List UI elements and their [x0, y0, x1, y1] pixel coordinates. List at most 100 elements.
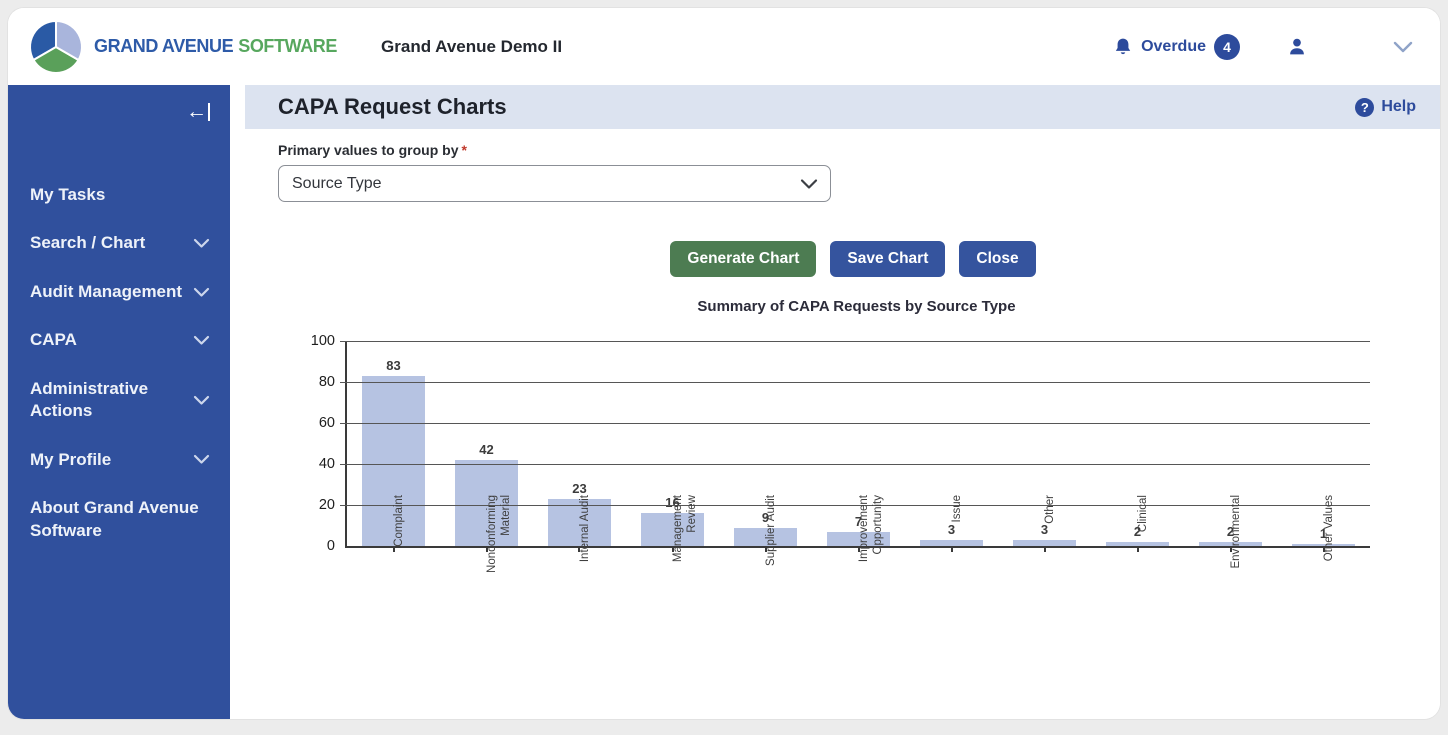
generate-chart-button[interactable]: Generate Chart: [670, 241, 817, 277]
window-collapse-button[interactable]: [1392, 40, 1414, 54]
y-tick-label: 100: [310, 333, 335, 349]
gridline: [340, 381, 1370, 383]
sidebar-item-capa[interactable]: CAPA: [30, 329, 210, 351]
x-tick: [764, 546, 767, 552]
bar-column: 1: [1277, 341, 1370, 546]
x-category-label: Other Values: [1322, 495, 1335, 562]
arrow-left-to-bar-icon: ←: [186, 100, 207, 123]
group-by-label: Primary values to group by *: [278, 142, 1440, 158]
sidebar-item-about-grand-avenue-software[interactable]: About Grand Avenue Software: [30, 497, 210, 542]
x-tick: [950, 546, 953, 552]
question-circle-icon: ?: [1355, 97, 1375, 117]
bar: [919, 539, 984, 546]
sidebar: ← My Tasks Search / Chart Audit Management…: [8, 85, 230, 719]
x-label-cell: Other: [996, 495, 1089, 686]
y-tick-label: 60: [318, 415, 335, 431]
bar-value-label: 7: [854, 513, 863, 529]
chevron-down-icon: [1393, 41, 1413, 52]
group-by-selected-value: Source Type: [292, 174, 382, 192]
x-label-cell: Clinical: [1089, 495, 1182, 686]
user-menu-button[interactable]: [1286, 36, 1308, 58]
bar-value-label: 1: [1319, 525, 1328, 541]
sidebar-item-administrative-actions[interactable]: Administrative Actions: [30, 378, 210, 423]
group-by-label-text: Primary values to group by: [278, 142, 459, 158]
save-chart-button[interactable]: Save Chart: [830, 241, 946, 277]
bar-column: 7: [812, 341, 905, 546]
bar: [547, 498, 612, 546]
chart-x-axis-labels: Complaint Nonconforming Material Internal …: [345, 495, 1368, 686]
x-category-label: Nonconforming Material: [485, 495, 512, 573]
bar: [1198, 541, 1263, 546]
y-tick-label: 0: [326, 538, 335, 554]
x-tick: [1043, 546, 1046, 552]
bar: [640, 513, 705, 546]
x-category-label: Internal Audit: [578, 495, 591, 563]
x-label-cell: Management Review: [624, 495, 717, 686]
y-tick-label: 80: [318, 374, 335, 390]
y-tick-label: 20: [318, 497, 335, 513]
x-category-label: Other: [1043, 495, 1056, 524]
page-content: Primary values to group by * Source Type …: [245, 129, 1440, 686]
chevron-down-icon: [193, 395, 210, 405]
bar-value-label: 3: [947, 521, 956, 537]
bar-column: 83: [347, 341, 440, 546]
bar-column: 3: [998, 341, 1091, 546]
user-icon: [1290, 38, 1304, 54]
bar: [454, 459, 519, 546]
x-category-label: Complaint: [392, 495, 405, 547]
x-tick: [1136, 546, 1139, 552]
sidebar-item-search-chart[interactable]: Search / Chart: [30, 232, 210, 254]
close-button[interactable]: Close: [959, 241, 1036, 277]
group-by-select[interactable]: Source Type: [278, 165, 831, 202]
help-button[interactable]: ? Help: [1355, 97, 1416, 117]
chart-bars: 83 42 23 16 9 7 3 3 2 2 1: [347, 341, 1370, 546]
page-header: CAPA Request Charts ? Help: [245, 85, 1440, 129]
sidebar-nav: My Tasks Search / Chart Audit Management CA…: [8, 184, 230, 542]
help-label: Help: [1381, 98, 1416, 115]
x-tick: [578, 546, 581, 552]
sidebar-collapse-button[interactable]: ←: [186, 101, 210, 122]
x-category-label: Environmental: [1229, 495, 1242, 569]
x-tick: [1322, 546, 1325, 552]
bar-value-label: 9: [761, 509, 770, 525]
required-marker: *: [461, 142, 467, 158]
chevron-down-icon: [193, 287, 210, 297]
gridline: [340, 340, 1370, 342]
x-category-label: Supplier Audit: [764, 495, 777, 566]
bar-chart: 83 42 23 16 9 7 3 3 2 2 1 0 20 40 60 80 100 Complaint No…: [280, 333, 1370, 686]
top-bar: GRAND AVENUE SOFTWARE Grand Avenue Demo …: [8, 8, 1440, 85]
overdue-notifications[interactable]: Overdue 4: [1113, 33, 1240, 60]
y-tick-label: 40: [318, 456, 335, 472]
page-title: CAPA Request Charts: [278, 94, 507, 119]
x-label-cell: Improvement Opportunity: [810, 495, 903, 686]
x-label-cell: Other Values: [1275, 495, 1368, 686]
bar: [361, 375, 426, 546]
x-label-cell: Issue: [903, 495, 996, 686]
x-tick: [1229, 546, 1232, 552]
bell-icon: [1115, 38, 1131, 54]
sidebar-item-audit-management[interactable]: Audit Management: [30, 281, 210, 303]
x-tick: [671, 546, 674, 552]
brand-primary: GRAND AVENUE: [94, 36, 234, 56]
app-window: GRAND AVENUE SOFTWARE Grand Avenue Demo …: [8, 8, 1440, 719]
chevron-down-icon: [193, 455, 210, 464]
overdue-count-badge: 4: [1214, 33, 1240, 60]
x-category-label: Management Review: [671, 495, 698, 563]
bar-column: 23: [533, 341, 626, 546]
x-label-cell: Internal Audit: [531, 495, 624, 686]
gridline: [340, 422, 1370, 424]
gridline: [340, 463, 1370, 465]
sidebar-item-label: Administrative Actions: [30, 378, 149, 421]
bar-value-label: 2: [1226, 523, 1235, 539]
bar: [1012, 539, 1077, 546]
bar-column: 16: [626, 341, 719, 546]
x-label-cell: Complaint: [345, 495, 438, 686]
brand-secondary: SOFTWARE: [238, 36, 338, 56]
sidebar-item-my-tasks[interactable]: My Tasks: [30, 184, 210, 206]
chart-title: Summary of CAPA Requests by Source Type: [697, 298, 1016, 315]
x-category-label: Clinical: [1136, 495, 1149, 533]
sidebar-item-my-profile[interactable]: My Profile: [30, 449, 210, 471]
chart-actions: Generate Chart Save Chart Close: [308, 241, 1398, 277]
x-tick: [857, 546, 860, 552]
bar-column: 42: [440, 341, 533, 546]
